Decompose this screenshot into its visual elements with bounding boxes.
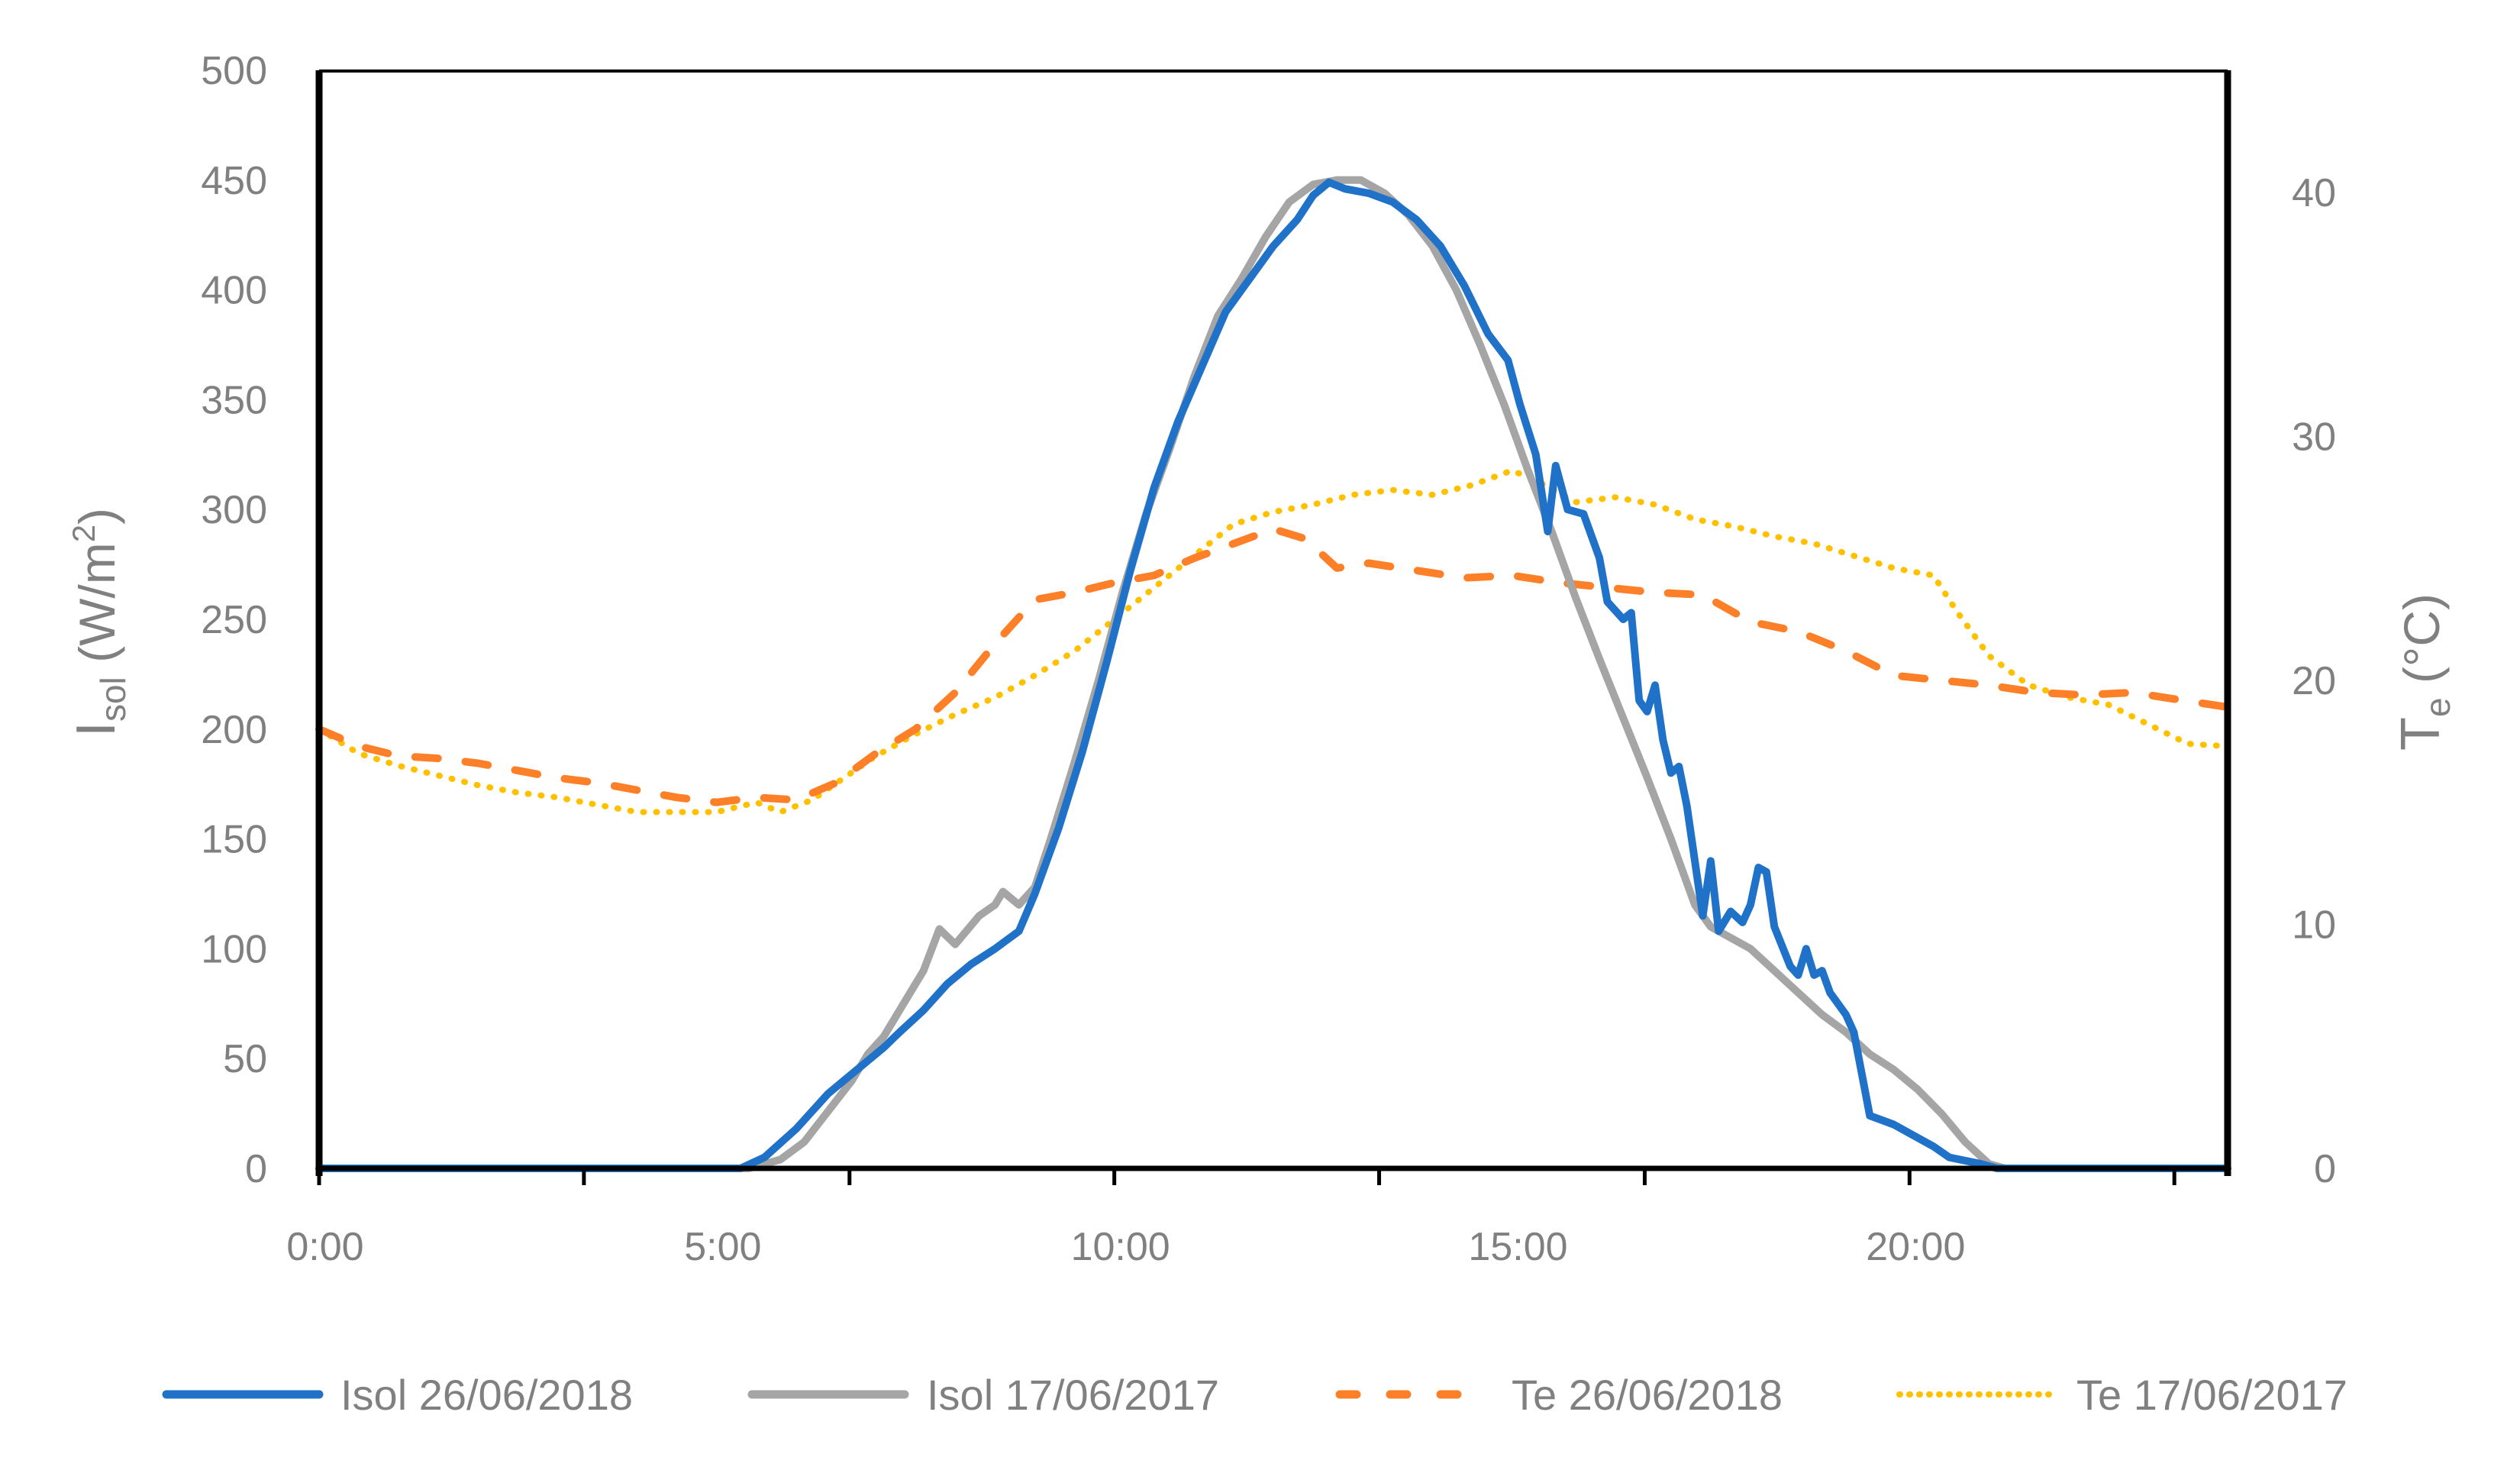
y-tick-label: 150: [201, 818, 267, 862]
y-axis-labels: 0 50 100 150 200 250 300 350 400 450 500: [201, 49, 267, 1191]
y-axis-title: Isol (W/m2): [66, 508, 133, 737]
legend-label: Te 17/06/2017: [2076, 1371, 2347, 1419]
x-tick-label: 0:00: [286, 1225, 363, 1269]
y-tick-label: 250: [201, 598, 267, 642]
series-line-isol-17-06-2017: [315, 176, 2231, 1172]
x-tick-label: 20:00: [1866, 1225, 1965, 1269]
y2-axis-labels: 0 10 20 30 40: [2292, 171, 2336, 1191]
x-axis-ticks: [317, 1168, 2176, 1185]
y-tick-label: 100: [201, 927, 267, 971]
y2-tick-label: 30: [2292, 415, 2336, 459]
legend-item-te-2018[interactable]: Te 26/06/2018: [1335, 1371, 1783, 1419]
y-tick-label: 450: [201, 159, 267, 203]
x-axis-labels: 0:00 5:00 10:00 15:00 20:00: [286, 1225, 1965, 1269]
x-tick-label: 5:00: [684, 1225, 761, 1269]
legend-item-isol-2017[interactable]: Isol 17/06/2017: [747, 1371, 1219, 1419]
y2-tick-label: 0: [2314, 1147, 2336, 1191]
y-tick-label: 0: [245, 1147, 267, 1191]
series-line-te-26-06-2018: [315, 525, 2231, 806]
y-tick-label: 50: [223, 1037, 267, 1081]
legend-item-te-2017[interactable]: Te 17/06/2017: [1896, 1371, 2347, 1419]
y2-tick-label: 20: [2292, 659, 2336, 703]
y-tick-label: 300: [201, 488, 267, 532]
legend: Isol 26/06/2018 Isol 17/06/2017 Te 26/06…: [162, 1371, 2347, 1419]
legend-label: Isol 17/06/2017: [927, 1371, 1219, 1419]
y-tick-label: 350: [201, 378, 267, 422]
x-tick-label: 10:00: [1071, 1225, 1170, 1269]
series-line-isol-26-06-2018: [315, 178, 2231, 1172]
x-tick-label: 15:00: [1468, 1225, 1567, 1269]
legend-item-isol-2018[interactable]: Isol 26/06/2018: [162, 1371, 633, 1419]
series-layer: [315, 176, 2231, 1172]
legend-label: Isol 26/06/2018: [340, 1371, 633, 1419]
legend-label: Te 26/06/2018: [1512, 1371, 1783, 1419]
y2-axis-title: Te (°C): [2390, 593, 2457, 751]
plot-area: [319, 70, 2228, 1172]
y2-tick-label: 10: [2292, 903, 2336, 947]
y-tick-label: 500: [201, 49, 267, 93]
y-tick-label: 200: [201, 708, 267, 752]
y-tick-label: 400: [201, 269, 267, 313]
y2-tick-label: 40: [2292, 171, 2336, 215]
series-line-te-17-06-2017: [316, 467, 2231, 816]
